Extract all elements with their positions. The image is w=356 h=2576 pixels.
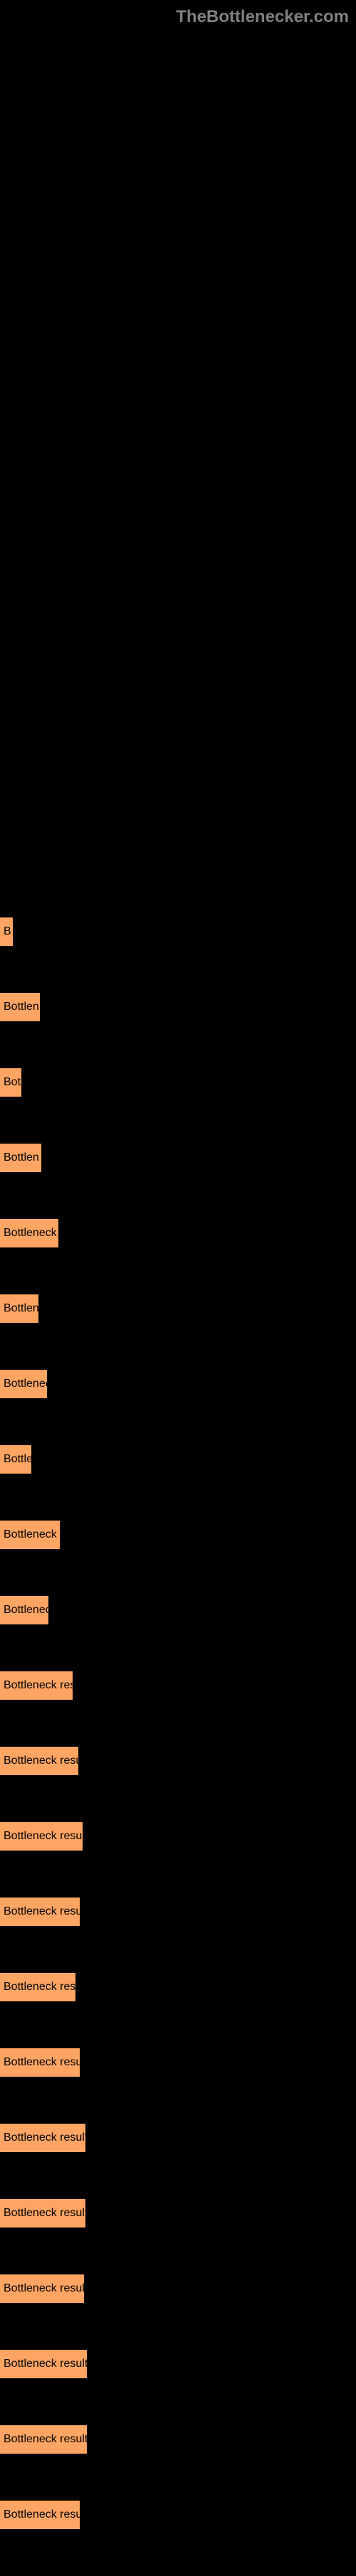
bar-item: Bottlen — [0, 993, 87, 1021]
bar-label: Bottleneck result — [4, 1755, 78, 1767]
chart-bar: Bottleneck resul — [0, 1973, 75, 2001]
bar-label: Bottleneck result — [4, 2207, 85, 2220]
bar-chart-container: B Bottlen Bot Bottlen Bottleneck r Bottlen Bot… — [0, 917, 87, 2576]
bar-item: Bottleneck re — [0, 1521, 87, 1549]
bar-label: Bottlenec — [4, 1378, 47, 1390]
bar-item: Bottleneck resul — [0, 1973, 87, 2001]
bar-label: Bottleneck result — [4, 2508, 80, 2521]
bar-label: Bottleneck result — [4, 2056, 80, 2069]
chart-bar: Bottleneck resul — [0, 1671, 73, 1700]
chart-bar: Bottleneck result — [0, 2199, 85, 2228]
bar-item: Bottleneck result — [0, 2048, 87, 2077]
bar-label: Bottlenec — [4, 1604, 48, 1617]
chart-bar: Bottleneck result — [0, 1822, 83, 1851]
chart-bar: Bottlen — [0, 1144, 41, 1172]
bar-item: Bottlen — [0, 1294, 87, 1323]
bar-item: Bottleneck result — [0, 2350, 87, 2378]
chart-bar: B — [0, 917, 13, 946]
bar-item: Bottleneck result — [0, 1747, 87, 1775]
bar-item: Bottlen — [0, 1144, 87, 1172]
chart-bar: Bottlenec — [0, 1596, 48, 1624]
chart-bar: Bottleneck result — [0, 2425, 87, 2454]
bar-label: Bottlen — [4, 1001, 39, 1013]
bar-item: B — [0, 917, 87, 946]
bar-label: Bottleneck resul — [4, 1981, 75, 1994]
chart-bar: Bottleneck result — [0, 2501, 80, 2529]
chart-bar: Bottlen — [0, 993, 40, 1021]
bar-label: Bottlen — [4, 1151, 39, 1164]
bar-item: Bottleneck result — [0, 2199, 87, 2228]
bar-label: Bottleneck result — [4, 1905, 80, 1918]
chart-bar: Bottleneck r — [0, 1219, 58, 1247]
bar-label: Bottle — [4, 1453, 31, 1466]
bar-item: Bottleneck result — [0, 1898, 87, 1926]
bar-label: Bottleneck resul — [4, 1679, 73, 1692]
bar-item: Bottlenec — [0, 1370, 87, 1398]
bar-item: Bot — [0, 1068, 87, 1097]
chart-bar: Bottleneck re — [0, 1521, 60, 1549]
bar-label: Bottleneck result — [4, 2358, 87, 2370]
bar-item: Bottleneck result — [0, 1822, 87, 1851]
bar-label: Bottleneck result — [4, 2282, 84, 2295]
chart-bar: Bottleneck result — [0, 2124, 85, 2152]
bar-label: Bottleneck result — [4, 2433, 87, 2446]
chart-bar: Bottleneck result — [0, 2048, 80, 2077]
bar-item: Bottleneck result — [0, 2425, 87, 2454]
bar-item: Bottleneck result — [0, 2274, 87, 2303]
bar-item: Bottlenec — [0, 1596, 87, 1624]
chart-bar: Bot — [0, 1068, 21, 1097]
chart-bar: Bottleneck result — [0, 1898, 80, 1926]
bar-label: Bottleneck r — [4, 1227, 58, 1240]
bar-label: Bottleneck result — [4, 1830, 83, 1843]
bar-label: B — [4, 925, 11, 938]
watermark-text: TheBottlenecker.com — [176, 7, 349, 27]
bar-label: Bottleneck re — [4, 1528, 60, 1541]
chart-bar: Bottleneck result — [0, 2350, 87, 2378]
bar-label: Bot — [4, 1076, 21, 1089]
chart-bar: Bottleneck result — [0, 1747, 78, 1775]
chart-bar: Bottlen — [0, 1294, 38, 1323]
chart-bar: Bottleneck result — [0, 2274, 84, 2303]
bar-item: Bottleneck r — [0, 1219, 87, 1247]
chart-bar: Bottle — [0, 1445, 31, 1474]
bar-item: Bottle — [0, 1445, 87, 1474]
chart-bar: Bottlenec — [0, 1370, 47, 1398]
bar-label: Bottleneck result — [4, 2131, 85, 2144]
bar-item: Bottleneck resul — [0, 1671, 87, 1700]
bar-item: Bottleneck result — [0, 2501, 87, 2529]
bar-label: Bottlen — [4, 1302, 38, 1315]
bar-item: Bottleneck result — [0, 2124, 87, 2152]
